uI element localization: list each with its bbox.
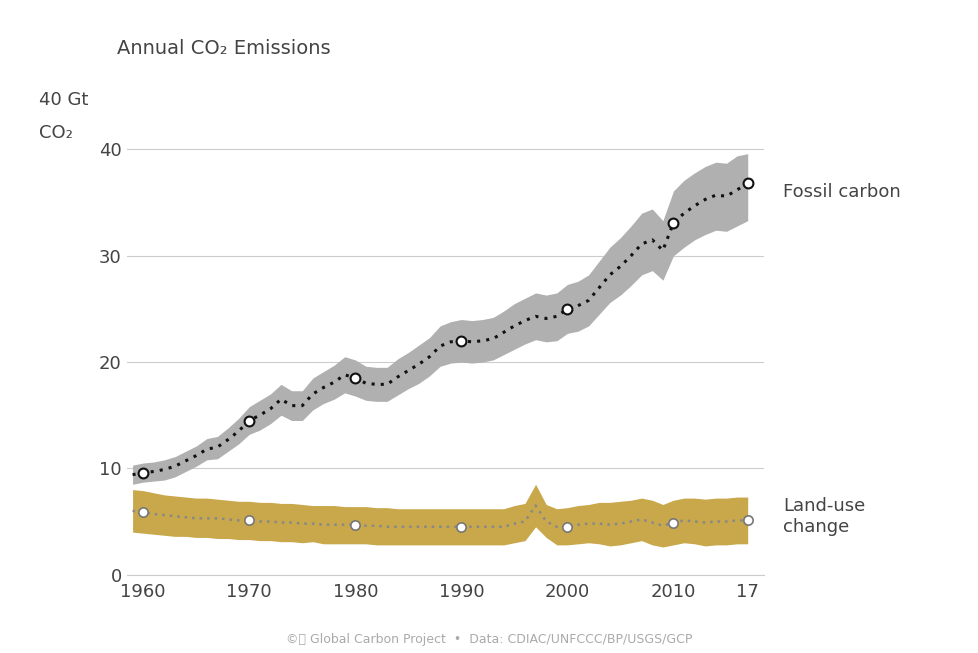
Point [665, 517, 681, 528]
Point [559, 522, 575, 532]
Point [559, 304, 575, 314]
Point [665, 217, 681, 228]
Text: 40 Gt: 40 Gt [39, 91, 88, 110]
Text: CO₂: CO₂ [39, 124, 73, 142]
Point [739, 178, 755, 189]
Text: Annual CO₂ Emissions: Annual CO₂ Emissions [117, 39, 331, 58]
Point [242, 515, 257, 526]
Text: Fossil carbon: Fossil carbon [782, 183, 900, 201]
Text: ©ⓘ Global Carbon Project  •  Data: CDIAC/UNFCCC/BP/USGS/GCP: ©ⓘ Global Carbon Project • Data: CDIAC/U… [286, 633, 692, 646]
Point [347, 373, 363, 383]
Point [453, 522, 468, 532]
Point [242, 415, 257, 426]
Point [135, 507, 151, 517]
Point [739, 515, 755, 526]
Point [135, 468, 151, 478]
Point [347, 519, 363, 530]
Text: Land-use
change: Land-use change [782, 497, 865, 535]
Point [453, 336, 468, 346]
